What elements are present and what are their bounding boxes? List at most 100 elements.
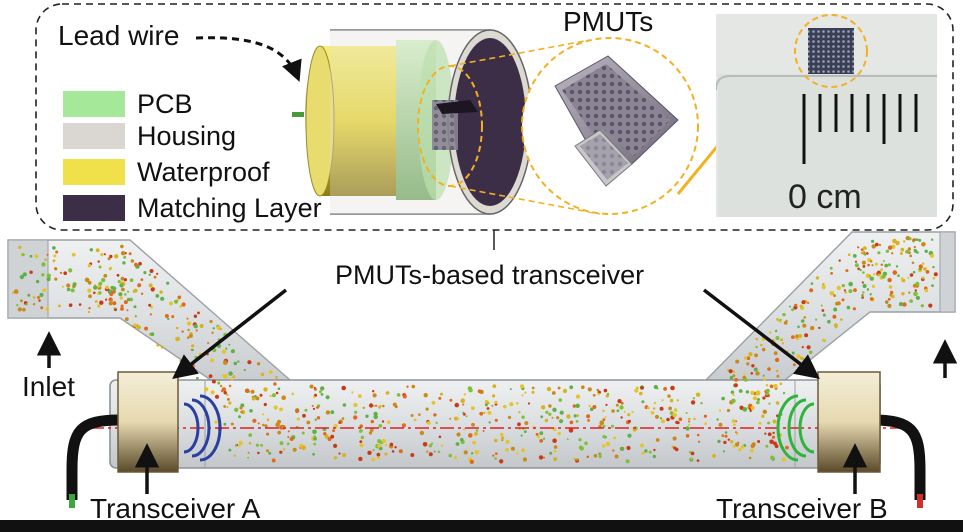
flow-particle [471,406,475,410]
flow-particle [722,450,726,453]
flow-particle [718,422,723,427]
flow-particle [841,284,845,288]
flow-particle [871,244,876,249]
flow-particle [55,250,59,254]
flow-particle [422,442,428,447]
flow-particle [214,420,218,424]
flow-particle [500,436,505,440]
flow-particle [17,307,22,312]
flow-particle [209,319,213,324]
flow-particle [859,269,862,272]
flow-particle [243,368,246,372]
flow-particle [111,286,117,291]
flow-particle [653,448,656,452]
flow-particle [762,409,767,414]
flow-particle [149,269,154,273]
flow-particle [911,261,915,265]
flow-particle [66,287,71,292]
flow-particle [776,374,780,378]
flow-particle [238,440,243,446]
flow-particle [29,270,33,274]
flow-particle [587,419,590,422]
flow-particle [731,398,736,404]
flow-particle [753,367,758,372]
flow-particle [669,398,674,403]
flow-particle [588,404,591,408]
flow-particle [542,437,546,440]
flow-particle [867,263,870,267]
flow-particle [646,406,650,410]
flow-particle [266,418,270,422]
flow-particle [367,450,372,455]
transducer-model [292,29,533,215]
flow-particle [164,314,169,318]
flow-particle [449,398,453,402]
flow-particle [871,284,876,288]
flow-particle [365,414,369,418]
flow-particle [781,342,785,345]
flow-particle [877,251,881,255]
flow-particle [226,406,229,408]
flow-particle [531,390,535,394]
flow-particle [515,452,519,455]
flow-particle [292,447,297,452]
flow-particle [655,438,660,442]
flow-particle [370,428,374,432]
flow-particle [72,282,77,287]
flow-particle [78,303,82,306]
flow-particle [717,439,721,444]
flow-particle [234,407,239,412]
flow-particle [871,239,875,243]
flow-particle [457,417,460,420]
legend-swatch [63,159,125,185]
flow-particle [768,331,772,334]
flow-particle [277,387,281,391]
flow-particle [932,265,935,269]
flow-particle [359,440,363,443]
flow-particle [124,317,129,321]
flow-particle [857,267,860,271]
flow-particle [604,416,607,419]
flow-particle [313,395,316,399]
flow-particle [861,281,864,284]
flow-particle [330,410,335,415]
flow-particle [112,301,117,306]
flow-particle [589,407,594,412]
flow-particle [614,454,619,459]
flow-particle [924,288,929,293]
flow-particle [764,432,767,435]
zoom-line-bottom [449,185,601,215]
flow-particle [175,326,179,330]
flow-particle [488,421,491,424]
flow-particle [385,443,388,447]
flow-particle [309,384,314,389]
flow-particle [593,454,598,458]
flow-particle [19,274,25,280]
flow-particle [756,400,760,405]
flow-particle [130,259,134,263]
flow-particle [661,399,664,402]
flow-particle [523,430,527,433]
flow-particle [120,244,124,249]
flow-particle [119,283,124,288]
flow-particle [921,262,925,265]
flow-particle [479,411,484,416]
flow-particle [36,295,41,300]
flow-particle [499,459,504,464]
flow-particle [597,392,600,396]
flow-particle [907,247,912,251]
flow-particle [913,245,916,249]
flow-particle [433,450,436,453]
flow-particle [475,429,479,432]
flow-particle [836,285,841,291]
flow-particle [772,419,777,424]
flow-particle [219,384,223,388]
flow-particle [372,449,375,452]
flow-particle [832,314,837,319]
flow-particle [59,271,63,274]
flow-particle [623,410,626,413]
flow-particle [238,415,241,419]
flow-particle [774,329,778,333]
flow-particle [575,394,581,399]
flow-particle [755,337,758,341]
